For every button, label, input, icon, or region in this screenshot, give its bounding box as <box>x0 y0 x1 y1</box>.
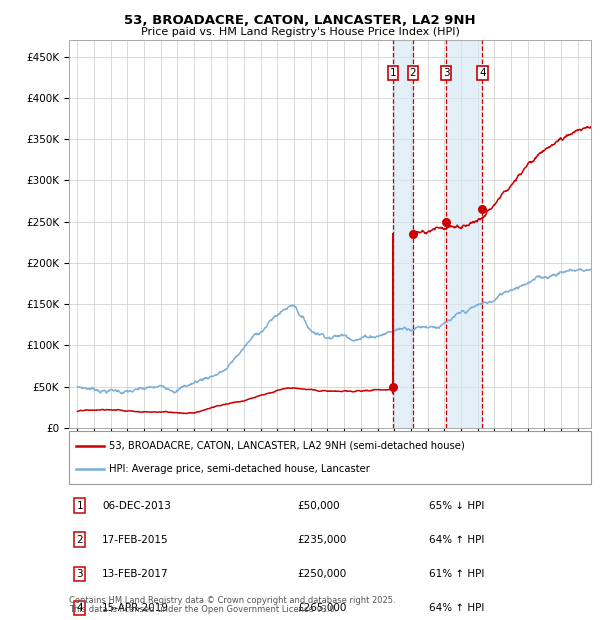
Text: This data is licensed under the Open Government Licence v3.0.: This data is licensed under the Open Gov… <box>69 605 337 614</box>
Text: 53, BROADACRE, CATON, LANCASTER, LA2 9NH (semi-detached house): 53, BROADACRE, CATON, LANCASTER, LA2 9NH… <box>109 441 464 451</box>
Bar <box>393 40 413 428</box>
Text: 06-DEC-2013: 06-DEC-2013 <box>102 501 171 511</box>
Text: 15-APR-2019: 15-APR-2019 <box>102 603 169 613</box>
Text: 64% ↑ HPI: 64% ↑ HPI <box>429 535 484 545</box>
Text: 1: 1 <box>76 501 83 511</box>
Text: 64% ↑ HPI: 64% ↑ HPI <box>429 603 484 613</box>
Bar <box>446 40 482 428</box>
Text: 2: 2 <box>76 535 83 545</box>
Text: 2: 2 <box>410 68 416 78</box>
Text: 61% ↑ HPI: 61% ↑ HPI <box>429 569 484 579</box>
Text: Price paid vs. HM Land Registry's House Price Index (HPI): Price paid vs. HM Land Registry's House … <box>140 27 460 37</box>
Text: £265,000: £265,000 <box>297 603 346 613</box>
Text: 4: 4 <box>479 68 486 78</box>
Text: £250,000: £250,000 <box>297 569 346 579</box>
Text: £50,000: £50,000 <box>297 501 340 511</box>
Text: HPI: Average price, semi-detached house, Lancaster: HPI: Average price, semi-detached house,… <box>109 464 370 474</box>
Text: 3: 3 <box>76 569 83 579</box>
Text: 1: 1 <box>389 68 396 78</box>
Text: £235,000: £235,000 <box>297 535 346 545</box>
Text: 3: 3 <box>443 68 449 78</box>
Text: Contains HM Land Registry data © Crown copyright and database right 2025.: Contains HM Land Registry data © Crown c… <box>69 596 395 605</box>
Text: 53, BROADACRE, CATON, LANCASTER, LA2 9NH: 53, BROADACRE, CATON, LANCASTER, LA2 9NH <box>124 14 476 27</box>
Text: 65% ↓ HPI: 65% ↓ HPI <box>429 501 484 511</box>
Text: 4: 4 <box>76 603 83 613</box>
Text: 17-FEB-2015: 17-FEB-2015 <box>102 535 169 545</box>
Text: 13-FEB-2017: 13-FEB-2017 <box>102 569 169 579</box>
